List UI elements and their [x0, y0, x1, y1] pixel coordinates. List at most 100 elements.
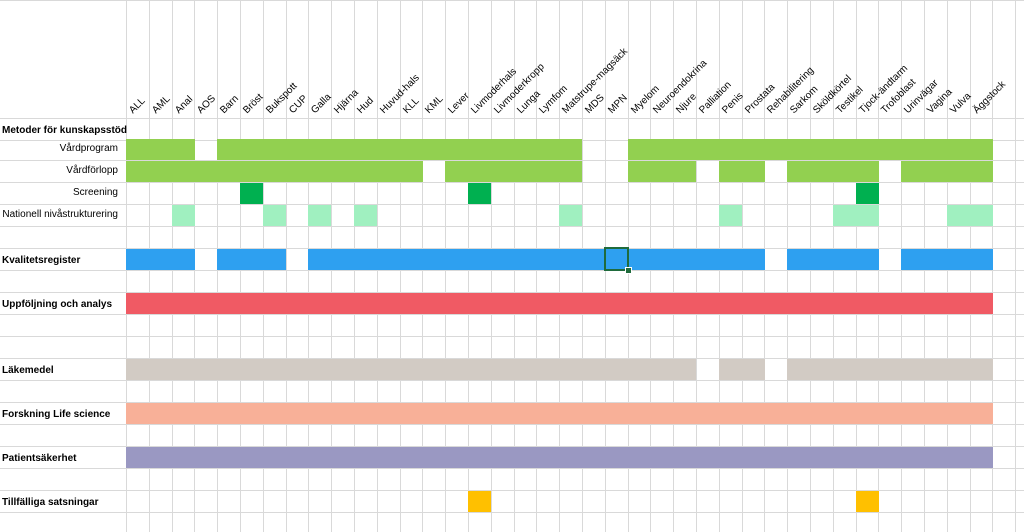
colored-cell[interactable]	[719, 205, 742, 226]
colored-cell[interactable]	[354, 161, 377, 182]
colored-cell[interactable]	[400, 161, 423, 182]
colored-cell[interactable]	[514, 139, 537, 160]
colored-cell[interactable]	[970, 403, 993, 424]
colored-cell[interactable]	[126, 403, 149, 424]
colored-cell[interactable]	[970, 139, 993, 160]
colored-cell[interactable]	[400, 249, 423, 270]
colored-cell[interactable]	[650, 139, 673, 160]
column-header[interactable]: Bröst	[241, 91, 266, 116]
colored-cell[interactable]	[354, 205, 377, 226]
colored-cell[interactable]	[650, 359, 673, 380]
colored-cell[interactable]	[878, 293, 901, 314]
colored-cell[interactable]	[673, 139, 696, 160]
colored-cell[interactable]	[194, 403, 217, 424]
colored-cell[interactable]	[331, 359, 354, 380]
colored-cell[interactable]	[149, 139, 172, 160]
colored-cell[interactable]	[240, 293, 263, 314]
colored-cell[interactable]	[491, 447, 514, 468]
colored-cell[interactable]	[240, 359, 263, 380]
colored-cell[interactable]	[924, 139, 947, 160]
colored-cell[interactable]	[468, 249, 491, 270]
colored-cell[interactable]	[924, 359, 947, 380]
colored-cell[interactable]	[650, 249, 673, 270]
colored-cell[interactable]	[536, 249, 559, 270]
colored-cell[interactable]	[787, 447, 810, 468]
colored-cell[interactable]	[833, 447, 856, 468]
colored-cell[interactable]	[263, 205, 286, 226]
colored-cell[interactable]	[172, 293, 195, 314]
colored-cell[interactable]	[468, 161, 491, 182]
colored-cell[interactable]	[400, 403, 423, 424]
colored-cell[interactable]	[126, 359, 149, 380]
colored-cell[interactable]	[468, 359, 491, 380]
colored-cell[interactable]	[628, 161, 651, 182]
colored-cell[interactable]	[194, 161, 217, 182]
colored-cell[interactable]	[308, 403, 331, 424]
colored-cell[interactable]	[400, 359, 423, 380]
colored-cell[interactable]	[559, 293, 582, 314]
colored-cell[interactable]	[331, 293, 354, 314]
colored-cell[interactable]	[422, 249, 445, 270]
colored-cell[interactable]	[924, 293, 947, 314]
colored-cell[interactable]	[468, 293, 491, 314]
colored-cell[interactable]	[491, 403, 514, 424]
colored-cell[interactable]	[742, 249, 765, 270]
colored-cell[interactable]	[924, 249, 947, 270]
colored-cell[interactable]	[263, 447, 286, 468]
colored-cell[interactable]	[787, 161, 810, 182]
colored-cell[interactable]	[514, 447, 537, 468]
colored-cell[interactable]	[217, 293, 240, 314]
colored-cell[interactable]	[263, 139, 286, 160]
colored-cell[interactable]	[764, 447, 787, 468]
colored-cell[interactable]	[650, 293, 673, 314]
colored-cell[interactable]	[377, 447, 400, 468]
colored-cell[interactable]	[628, 249, 651, 270]
colored-cell[interactable]	[468, 403, 491, 424]
colored-cell[interactable]	[673, 293, 696, 314]
colored-cell[interactable]	[354, 249, 377, 270]
column-header[interactable]: AOS	[195, 93, 218, 116]
colored-cell[interactable]	[149, 359, 172, 380]
colored-cell[interactable]	[240, 403, 263, 424]
colored-cell[interactable]	[719, 139, 742, 160]
colored-cell[interactable]	[263, 249, 286, 270]
colored-cell[interactable]	[172, 359, 195, 380]
colored-cell[interactable]	[970, 447, 993, 468]
colored-cell[interactable]	[354, 293, 377, 314]
colored-cell[interactable]	[628, 139, 651, 160]
colored-cell[interactable]	[856, 293, 879, 314]
colored-cell[interactable]	[491, 139, 514, 160]
colored-cell[interactable]	[354, 447, 377, 468]
colored-cell[interactable]	[240, 161, 263, 182]
colored-cell[interactable]	[559, 359, 582, 380]
colored-cell[interactable]	[742, 359, 765, 380]
colored-cell[interactable]	[947, 403, 970, 424]
colored-cell[interactable]	[149, 447, 172, 468]
colored-cell[interactable]	[286, 161, 309, 182]
colored-cell[interactable]	[628, 359, 651, 380]
colored-cell[interactable]	[810, 359, 833, 380]
colored-cell[interactable]	[194, 359, 217, 380]
colored-cell[interactable]	[468, 183, 491, 204]
colored-cell[interactable]	[696, 249, 719, 270]
colored-cell[interactable]	[582, 359, 605, 380]
colored-cell[interactable]	[240, 447, 263, 468]
colored-cell[interactable]	[650, 447, 673, 468]
colored-cell[interactable]	[673, 403, 696, 424]
colored-cell[interactable]	[696, 447, 719, 468]
colored-cell[interactable]	[514, 359, 537, 380]
colored-cell[interactable]	[856, 447, 879, 468]
colored-cell[interactable]	[491, 249, 514, 270]
colored-cell[interactable]	[559, 161, 582, 182]
colored-cell[interactable]	[833, 161, 856, 182]
colored-cell[interactable]	[719, 161, 742, 182]
colored-cell[interactable]	[377, 161, 400, 182]
colored-cell[interactable]	[582, 403, 605, 424]
column-header[interactable]: Galla	[309, 91, 334, 116]
colored-cell[interactable]	[149, 161, 172, 182]
colored-cell[interactable]	[217, 447, 240, 468]
colored-cell[interactable]	[468, 139, 491, 160]
colored-cell[interactable]	[331, 447, 354, 468]
colored-cell[interactable]	[172, 447, 195, 468]
colored-cell[interactable]	[673, 447, 696, 468]
